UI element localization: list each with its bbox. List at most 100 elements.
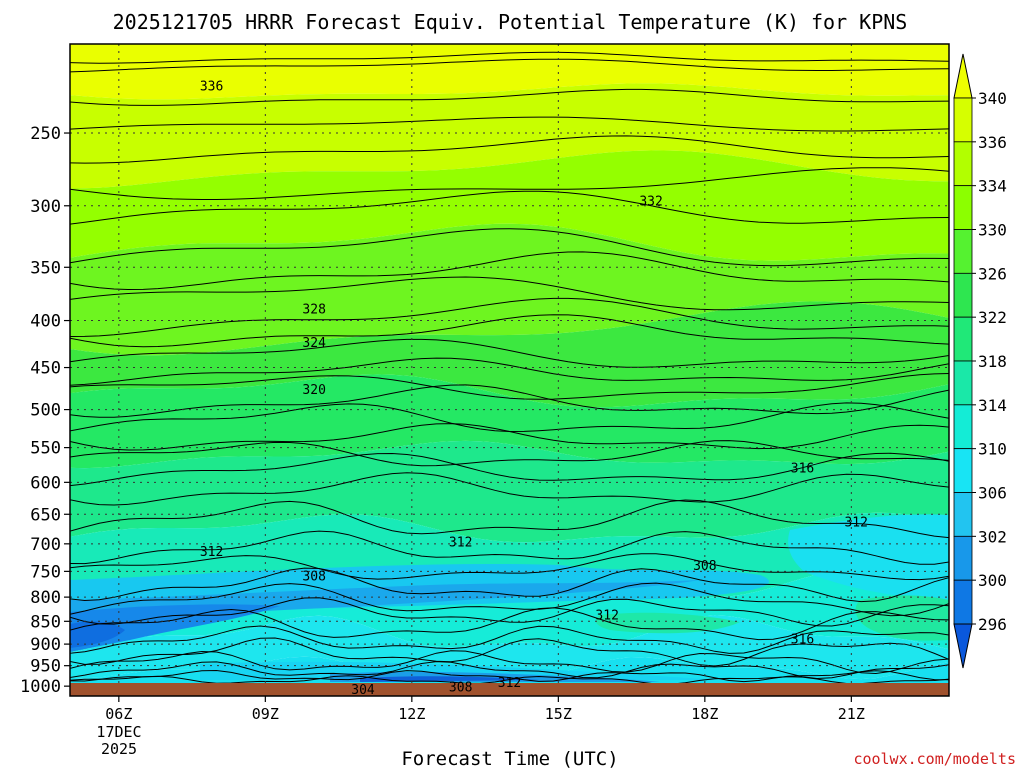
contour-label: 320 (302, 383, 325, 398)
contour-label: 316 (791, 461, 814, 476)
colorbar-label: 336 (978, 133, 1007, 152)
colorbar-label: 310 (978, 440, 1007, 459)
colorbar-segment (953, 492, 973, 537)
contour-label: 312 (449, 536, 472, 551)
contour-line (70, 135, 949, 164)
plot-area: 336 332 328 324 320 316 312 312 312 308 308 312 316 3… (70, 44, 949, 698)
colorbar-segment (953, 579, 973, 625)
y-tick-label: 350 (30, 258, 61, 278)
x-axis-label: Forecast Time (UTC) (401, 748, 618, 768)
contour-lines (70, 51, 949, 685)
color-pocket (788, 514, 949, 600)
contour-line (70, 597, 949, 627)
x-tick-label: 15Z (545, 705, 572, 723)
contour-label: 304 (351, 683, 375, 698)
color-pocket (595, 612, 740, 634)
contour-line (70, 440, 949, 467)
contour-line (70, 625, 949, 654)
x-tick-label: 09Z (252, 705, 279, 723)
colorbar-label: 318 (978, 352, 1007, 371)
contour-line (70, 607, 949, 641)
colorbar-label: 306 (978, 484, 1007, 503)
contour-label: 336 (200, 80, 223, 95)
colorbar-label: 334 (978, 177, 1007, 196)
colorbar-label: 330 (978, 221, 1007, 240)
y-tick-label: 400 (30, 312, 61, 332)
colorbar-label: 314 (978, 396, 1007, 415)
x-tick-label: 06Z (105, 705, 132, 723)
y-tick-label: 950 (30, 657, 61, 677)
color-band (70, 83, 949, 189)
colorbar-label: 302 (978, 527, 1007, 546)
contour-label: 312 (498, 676, 521, 691)
contour-label: 312 (200, 545, 223, 560)
y-tick-label: 650 (30, 505, 61, 525)
contour-line (70, 373, 949, 400)
contour-label: 324 (302, 336, 326, 351)
color-band (70, 374, 949, 469)
contour-label: 308 (693, 559, 716, 574)
chart-title: 2025121705 HRRR Forecast Equiv. Potentia… (113, 10, 908, 34)
contour-line (70, 637, 949, 667)
colorbar-segment (953, 448, 973, 493)
contour-line (70, 338, 949, 368)
colorbar-top-arrow (953, 53, 973, 99)
contour-line (70, 51, 949, 64)
colorbar-label: 340 (978, 89, 1007, 108)
colorbar: 340 336 334 330 326 322 318 314 310 306 302 300 296 (953, 53, 1007, 669)
contour-label: 328 (302, 302, 325, 317)
colorbar-label: 322 (978, 308, 1007, 327)
contour-line (70, 58, 949, 73)
plot-frame (69, 43, 950, 697)
y-tick-label: 500 (30, 401, 61, 421)
contour-line (70, 116, 949, 132)
contour-line (70, 650, 949, 675)
x-tick-label: 12Z (398, 705, 425, 723)
color-pocket (70, 621, 125, 648)
y-tick-label: 600 (30, 473, 61, 493)
color-band (70, 440, 949, 543)
contour-line (70, 314, 949, 348)
color-pocket (70, 604, 280, 652)
color-band (70, 44, 949, 100)
y-tick-label: 700 (30, 535, 61, 555)
contour-line (70, 276, 949, 311)
color-pockets (70, 514, 949, 682)
contour-line (70, 423, 949, 451)
contour-label: 332 (639, 194, 662, 209)
contour-line (70, 472, 949, 506)
y-tick-label: 450 (30, 359, 61, 379)
contour-line (70, 452, 949, 487)
contour-line (70, 567, 949, 603)
y-tick-label: 550 (30, 439, 61, 459)
y-tick-label: 800 (30, 588, 61, 608)
colorbar-segment (953, 535, 973, 581)
colorbar-segment (953, 141, 973, 187)
colorbar-label: 300 (978, 571, 1007, 590)
color-pocket (360, 676, 540, 682)
ground-surface (70, 683, 949, 696)
y-tick-label: 750 (30, 562, 61, 582)
contour-label: 312 (844, 516, 867, 531)
colorbar-label: 296 (978, 615, 1007, 634)
x-tick-label: 18Z (691, 705, 718, 723)
colorbar-label: 326 (978, 264, 1007, 283)
color-band (70, 615, 949, 680)
x-axis: 06Z 09Z 12Z 15Z 18Z 21Z (105, 696, 865, 723)
contour-line (70, 228, 949, 267)
contour-line (70, 190, 949, 225)
contour-line (70, 357, 949, 386)
contour-label: 308 (302, 570, 325, 585)
y-axis: 250 300 350 400 450 500 550 600 650 700 750 800 850 9… (20, 124, 70, 697)
colorbar-bottom-arrow (953, 623, 973, 669)
color-pocket (855, 595, 949, 641)
contour-line (70, 297, 949, 337)
x-axis-date-year: 2025 (101, 740, 137, 758)
contour-line (70, 499, 949, 539)
x-axis-date-day: 17DEC (96, 723, 141, 741)
contour-line (70, 251, 949, 291)
y-tick-label: 250 (30, 124, 61, 144)
colorbar-segment (953, 404, 973, 450)
